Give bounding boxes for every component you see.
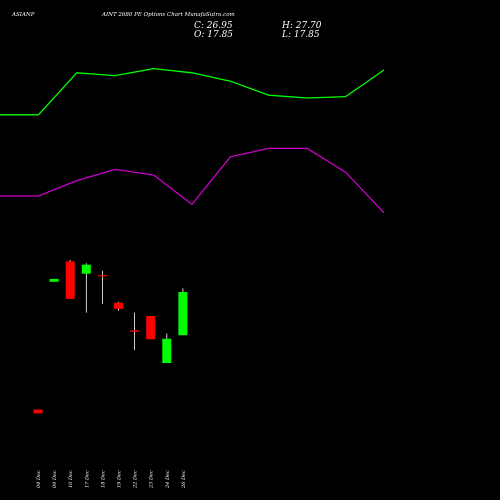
chart-symbol: ASIANP [11,12,35,18]
date-label: 10 Dec [68,470,74,488]
candle-body [49,278,59,282]
candle-body [114,302,123,309]
date-label: 04 Dec [36,470,42,488]
candle-body [178,291,188,336]
candles-group [33,259,188,414]
date-label: 24 Dec [165,470,171,489]
date-label: 18 Dec [100,470,106,488]
candle-body [65,261,75,299]
candle-body [97,275,107,277]
chart-caption: AINT 2680 PE Options Chart MunafaSutra.c… [101,12,235,18]
date-label: 22 Dec [133,470,139,489]
date-label: 19 Dec [117,470,123,488]
open-value: O: 17.85 [194,30,233,40]
date-label: 17 Dec [84,470,90,488]
date-labels-group: 04 Dec 09 Dec 10 Dec 17 Dec 18 Dec 19 Dec 22 D… [36,470,187,489]
high-value: H: 27.70 [281,21,322,31]
candle-body [81,264,91,274]
lower-band-line [0,147,385,214]
candle-body [33,409,43,414]
date-label: 09 Dec [52,470,58,488]
date-label: 26 Dec [181,470,187,489]
low-value: L: 17.85 [281,30,320,40]
candle-body [162,338,172,363]
close-value: C: 26.95 [194,21,233,31]
date-label: 23 Dec [149,470,155,489]
candle-body [130,330,140,332]
candle-body [146,315,156,340]
upper-band-line [0,67,385,116]
